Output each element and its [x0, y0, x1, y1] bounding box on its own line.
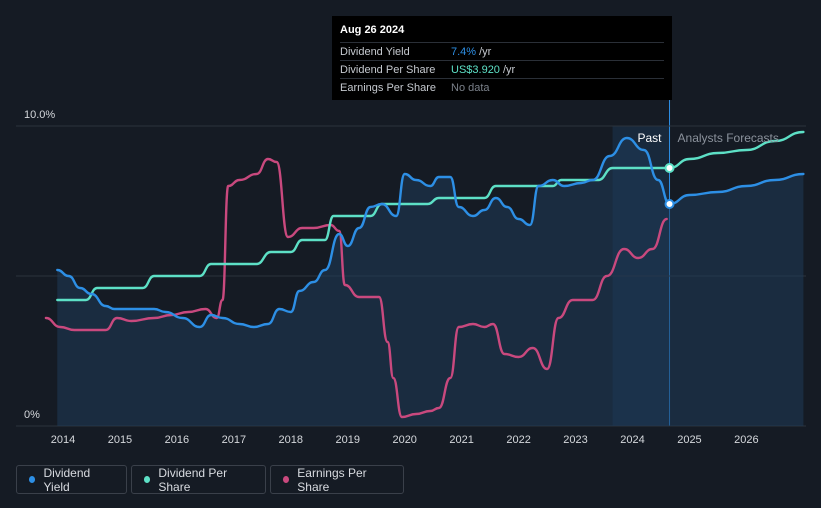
earnings-per-share-line [44, 157, 668, 419]
legend-dividend-per-share[interactable]: Dividend Per Share [131, 465, 266, 494]
legend-label: Dividend Per Share [158, 465, 228, 494]
tooltip-date: Aug 26 2024 [340, 24, 405, 36]
x-tick-label: 2021 [449, 434, 473, 446]
x-tick-label: 2017 [222, 434, 246, 446]
dividend-yield-marker [664, 199, 675, 209]
tooltip: Aug 26 2024 Dividend Yield 7.4% /yr Divi… [332, 16, 672, 100]
dividend-yield-area [57, 138, 804, 426]
legend-dot-icon [283, 476, 290, 483]
tooltip-label: Earnings Per Share [340, 81, 436, 94]
tooltip-row-dividend-per-share: Dividend Per Share US$3.920 /yr [340, 60, 664, 78]
x-tick-label: 2026 [734, 434, 758, 446]
x-tick-label: 2019 [336, 434, 360, 446]
y-tick-label: 10.0% [24, 109, 55, 121]
past-label: Past [638, 131, 663, 145]
dividend-per-share-marker [664, 163, 675, 173]
tooltip-unit: /yr [479, 45, 492, 58]
tooltip-row-earnings-per-share: Earnings Per Share No data [340, 78, 664, 96]
legend-dot-icon [144, 476, 151, 483]
x-tick-label: 2024 [620, 434, 644, 446]
dividend-yield-line [56, 136, 805, 329]
x-tick-label: 2014 [51, 434, 75, 446]
tooltip-label: Dividend Yield [340, 45, 410, 58]
x-tick-label: 2015 [108, 434, 132, 446]
legend-label: Dividend Yield [43, 465, 91, 494]
x-tick-label: 2018 [279, 434, 303, 446]
legend-label: Earnings Per Share [297, 465, 367, 494]
legend-dividend-yield[interactable]: Dividend Yield [16, 465, 127, 494]
x-tick-label: 2023 [563, 434, 587, 446]
x-tick-label: 2020 [392, 434, 416, 446]
tooltip-label: Dividend Per Share [340, 63, 436, 76]
tooltip-value: 7.4% [451, 45, 477, 58]
tooltip-value: US$3.920 [451, 63, 500, 76]
x-tick-label: 2022 [506, 434, 530, 446]
forecast-label: Analysts Forecasts [678, 131, 779, 145]
legend-earnings-per-share[interactable]: Earnings Per Share [270, 465, 404, 494]
tooltip-row-dividend-yield: Dividend Yield 7.4% /yr [340, 42, 664, 60]
tooltip-unit: /yr [502, 63, 516, 76]
y-tick-label: 0% [24, 409, 40, 421]
x-tick-label: 2016 [165, 434, 189, 446]
legend-dot-icon [29, 476, 36, 483]
tooltip-value: No data [451, 81, 490, 94]
x-tick-label: 2025 [677, 434, 701, 446]
